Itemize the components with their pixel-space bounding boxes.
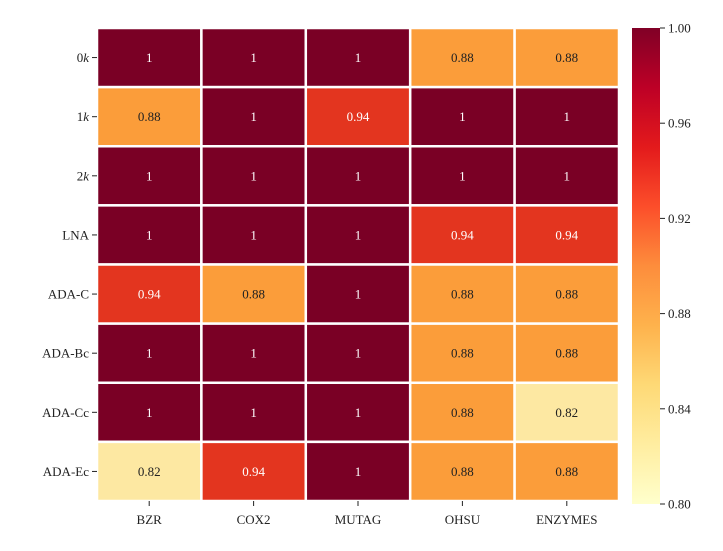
cell-value-label: 1 (146, 168, 153, 183)
heatmap-cell (200, 145, 308, 207)
cell-value-label: 1 (250, 227, 257, 242)
row-tick-label: 1k (77, 109, 90, 124)
cell-value-label: 1 (355, 405, 362, 420)
cell-value-label: 0.88 (451, 287, 474, 302)
row-tick-labels: 0k 1k 2k LNA ADA-C ADA-Bc ADA-Cc ADA-Ec (42, 50, 97, 479)
cell-value-label: 0.88 (451, 346, 474, 361)
cell-value-label: 1 (250, 109, 257, 124)
colorbar (632, 28, 660, 504)
row-tick-label: ADA-C (48, 287, 89, 302)
heatmap-cell (304, 85, 412, 148)
cell-value-label: 0.88 (138, 109, 161, 124)
heatmap-cell (200, 204, 308, 266)
cell-value-label: 0.94 (451, 227, 474, 242)
cell-value-label: 1 (355, 346, 362, 361)
cell-value-label: 1 (146, 227, 153, 242)
cell-value-label: 1 (355, 287, 362, 302)
cell-value-label: 0.88 (555, 287, 578, 302)
heatmap-cell (95, 381, 203, 444)
column-tick-label: BZR (137, 512, 163, 527)
row-tick-label: ADA-Cc (42, 405, 89, 420)
heatmap-cell (513, 85, 621, 148)
column-tick-label: MUTAG (335, 512, 382, 527)
cell-value-label: 0.94 (242, 464, 265, 479)
column-tick-label: OHSU (445, 512, 481, 527)
heatmap-cells: 1 1 1 0.88 0.88 0.88 1 0.94 1 1 1 1 1 1 1 1 1 1 0.94 0.94 0.… (95, 26, 621, 503)
heatmap-cell (200, 263, 308, 325)
cell-value-label: 1 (250, 168, 257, 183)
colorbar-tick-label: 0.88 (668, 306, 691, 321)
heatmap-cell (304, 263, 412, 325)
column-tick-label: COX2 (237, 512, 271, 527)
heatmap-cell (408, 145, 516, 207)
cell-value-label: 1 (250, 346, 257, 361)
cell-value-label: 0.82 (138, 464, 161, 479)
cell-value-label: 1 (355, 464, 362, 479)
cell-value-label: 0.88 (555, 464, 578, 479)
heatmap-cell (513, 322, 621, 384)
cell-value-label: 1 (250, 405, 257, 420)
cell-value-label: 1 (355, 50, 362, 65)
cell-value-label: 0.94 (138, 287, 161, 302)
cell-value-label: 1 (146, 50, 153, 65)
row-tick-label: 2k (77, 168, 90, 183)
column-tick-labels: BZR COX2 MUTAG OHSU ENZYMES (137, 501, 597, 527)
cell-value-label: 1 (355, 227, 362, 242)
cell-value-label: 0.88 (555, 50, 578, 65)
row-tick-label: 0k (77, 50, 90, 65)
cell-value-label: 0.82 (555, 405, 578, 420)
cell-value-label: 0.88 (451, 50, 474, 65)
heatmap-cell (513, 204, 621, 266)
colorbar-tick-label: 0.80 (668, 497, 691, 512)
cell-value-label: 1 (250, 50, 257, 65)
row-tick-label: LNA (62, 227, 89, 242)
cell-value-label: 0.88 (242, 287, 265, 302)
heatmap-cell (408, 322, 516, 384)
cell-value-label: 0.88 (451, 464, 474, 479)
colorbar-tick-label: 1.00 (668, 21, 691, 36)
heatmap-cell (95, 440, 203, 503)
row-tick-label: ADA-Bc (42, 346, 89, 361)
cell-value-label: 1 (146, 405, 153, 420)
colorbar-tick-label: 0.84 (668, 401, 691, 416)
heatmap-cell (200, 322, 308, 384)
cell-value-label: 1 (146, 346, 153, 361)
cell-value-label: 1 (459, 109, 466, 124)
colorbar-gradient (632, 28, 660, 504)
cell-value-label: 0.94 (555, 227, 578, 242)
cell-value-label: 0.88 (555, 346, 578, 361)
cell-value-label: 1 (355, 168, 362, 183)
cell-value-label: 1 (564, 109, 571, 124)
heatmap-cell (200, 440, 308, 503)
cell-value-label: 0.94 (347, 109, 370, 124)
cell-value-label: 1 (459, 168, 466, 183)
heatmap-cell (408, 204, 516, 266)
column-tick-label: ENZYMES (536, 512, 597, 527)
colorbar-tick-label: 0.92 (668, 211, 691, 226)
colorbar-tick-labels: 0.80 0.84 0.88 0.92 0.96 1.00 (660, 21, 691, 512)
cell-value-label: 0.88 (451, 405, 474, 420)
colorbar-tick-label: 0.96 (668, 116, 691, 131)
cell-value-label: 1 (564, 168, 571, 183)
row-tick-label: ADA-Ec (43, 464, 89, 479)
